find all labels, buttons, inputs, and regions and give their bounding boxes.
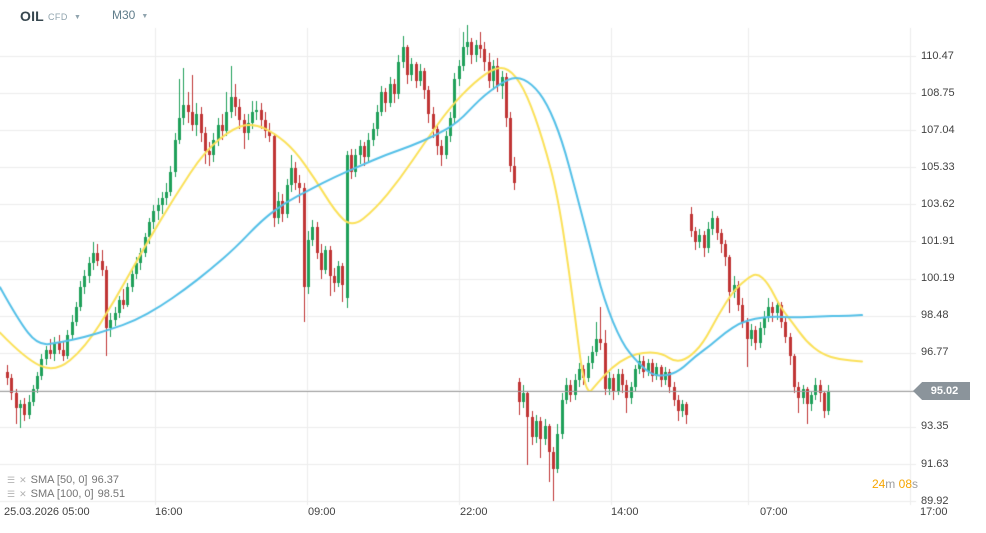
price-axis-label: 98.48 [921,309,949,322]
symbol-name: OIL [20,8,44,24]
countdown-seconds: 08 [898,477,912,491]
price-axis-label: 91.63 [921,457,949,470]
time-axis-label: 17:00 [920,506,948,518]
countdown-seconds-unit: s [912,477,918,491]
symbol-selector[interactable]: OIL CFD ▼ [20,8,81,24]
legend-row-sma50: ☰ ✕ SMA [50, 0] 96.37 [7,473,125,487]
indicator-value: 98.51 [97,488,126,500]
price-axis-label: 100.19 [921,272,955,285]
chevron-down-icon: ▼ [141,12,149,20]
timeframe-selector[interactable]: M30 ▼ [112,8,148,22]
price-axis-label: 93.35 [921,420,949,433]
price-axis-label: 105.33 [921,160,955,173]
timeframe-label: M30 [112,8,136,22]
indicator-settings-icon[interactable]: ☰ [7,489,16,499]
indicator-name: SMA [100, 0] [30,488,94,500]
indicator-value: 96.37 [91,474,120,486]
time-axis-label: 22:00 [460,506,488,518]
price-axis-label: 103.62 [921,197,955,210]
chevron-down-icon: ▼ [73,13,81,21]
candle-countdown-timer: 24m 08s [780,477,918,491]
indicator-name: SMA [50, 0] [30,474,88,486]
indicator-legend: ☰ ✕ SMA [50, 0] 96.37 ☰ ✕ SMA [100, 0] 9… [7,473,125,501]
price-axis-label: 110.47 [921,49,954,62]
price-axis-label: 96.77 [921,346,949,359]
legend-row-sma100: ☰ ✕ SMA [100, 0] 98.51 [7,487,125,501]
time-axis-label: 09:00 [308,506,336,518]
price-axis-label: 107.04 [921,123,955,136]
indicator-remove-icon[interactable]: ✕ [19,489,27,499]
countdown-minutes-unit: m [885,477,896,491]
countdown-minutes: 24 [871,477,886,491]
time-axis-label: 25.03.2026 05:00 [4,506,90,518]
time-axis-label: 07:00 [760,506,788,518]
price-axis-label: 89.92 [921,494,949,507]
current-price-badge: 95.02 [913,382,970,400]
instrument-type-label: CFD [47,12,68,22]
time-axis-label: 16:00 [155,506,183,518]
indicator-remove-icon[interactable]: ✕ [19,475,27,485]
time-axis-label: 14:00 [611,506,639,518]
price-axis-label: 108.75 [921,86,955,99]
price-axis-label: 101.91 [921,234,955,247]
indicator-settings-icon[interactable]: ☰ [7,475,16,485]
